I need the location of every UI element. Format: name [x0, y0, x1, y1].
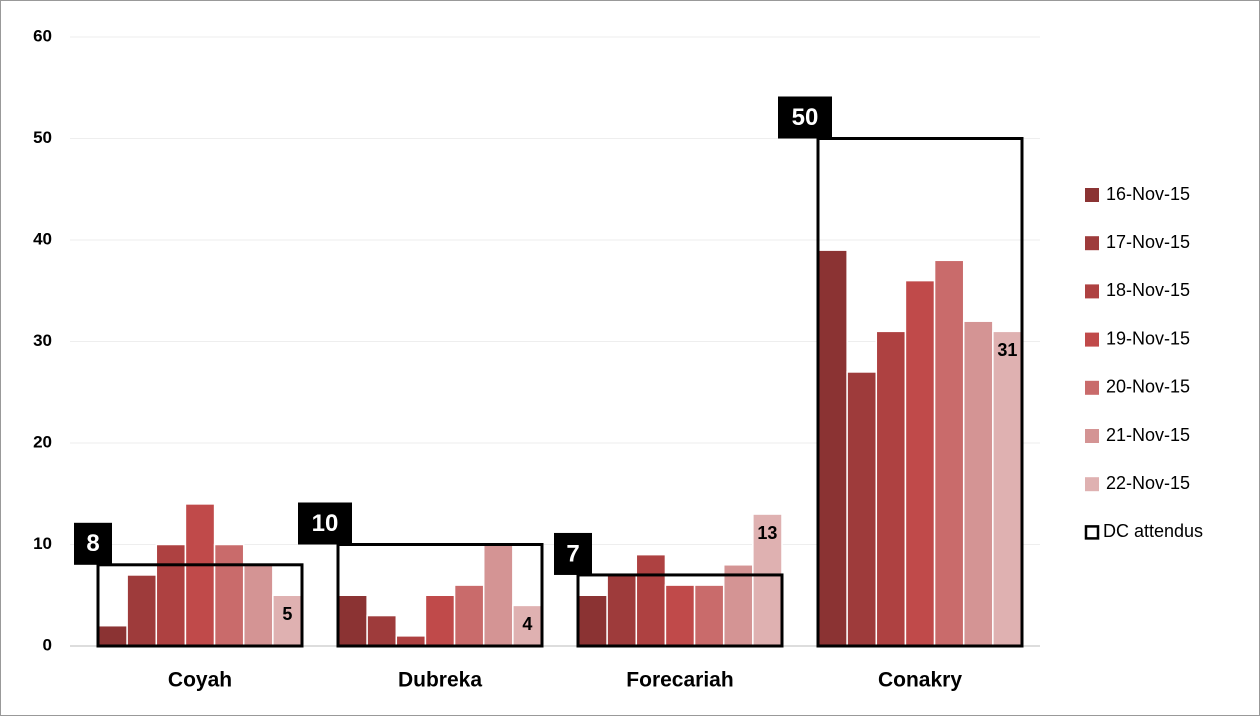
- target-box: [816, 137, 1024, 648]
- bar: [337, 594, 368, 647]
- y-tick-label: 0: [43, 635, 52, 654]
- x-tick-label: Coyah: [168, 669, 232, 692]
- data-label: 4: [522, 614, 532, 634]
- y-tick-label: 10: [33, 534, 52, 553]
- data-label: 8: [86, 530, 99, 557]
- data-label-bg: [554, 532, 592, 575]
- bar: [577, 594, 608, 647]
- x-tick-label: Forecariah: [626, 669, 733, 692]
- target-box: [336, 543, 544, 648]
- data-label-bg: [298, 502, 352, 545]
- bar: [722, 564, 754, 647]
- bar: [395, 635, 427, 647]
- target-box: [96, 563, 304, 648]
- legend-swatch: [1085, 284, 1099, 299]
- bar: [846, 371, 878, 647]
- data-label: 7: [566, 540, 579, 567]
- legend-label: DC attendus: [1103, 521, 1203, 541]
- legend-swatch: [1085, 236, 1099, 251]
- bar: [97, 624, 128, 647]
- bar: [933, 259, 965, 647]
- bar: [155, 543, 187, 647]
- y-tick-label: 40: [33, 229, 52, 248]
- bar: [992, 330, 1023, 647]
- y-tick-label: 30: [33, 331, 52, 350]
- legend-label: 19-Nov-15: [1106, 328, 1190, 348]
- bar: [482, 543, 514, 647]
- x-tick-label: Dubreka: [398, 669, 482, 692]
- legend-swatch: [1085, 380, 1099, 395]
- x-tick-label: Conakry: [878, 669, 962, 692]
- y-tick-label: 60: [33, 26, 52, 45]
- bar: [875, 330, 907, 647]
- bar: [693, 584, 725, 647]
- bar: [184, 503, 216, 647]
- data-label: 13: [757, 523, 777, 543]
- bar: [817, 249, 848, 647]
- y-tick-label: 50: [33, 128, 52, 147]
- legend-label: 18-Nov-15: [1106, 280, 1190, 300]
- bar: [366, 614, 398, 647]
- data-label: 50: [792, 104, 819, 131]
- bar: [606, 574, 638, 647]
- legend-swatch: [1084, 525, 1100, 540]
- bar: [213, 543, 245, 647]
- bar: [904, 279, 936, 647]
- data-label: 5: [282, 604, 292, 624]
- legend-label: 17-Nov-15: [1106, 232, 1190, 252]
- y-tick-label: 20: [33, 432, 52, 451]
- bar: [453, 584, 485, 647]
- legend-swatch: [1085, 477, 1099, 492]
- legend-label: 22-Nov-15: [1106, 473, 1190, 493]
- legend-swatch: [1085, 332, 1099, 347]
- bar: [242, 564, 274, 647]
- data-label: 10: [312, 510, 339, 537]
- data-label: 31: [997, 340, 1017, 360]
- legend-swatch: [1085, 429, 1099, 443]
- bar: [962, 320, 994, 647]
- data-label-bg: [778, 96, 832, 139]
- bar: [272, 594, 303, 647]
- legend-label: 16-Nov-15: [1106, 184, 1190, 204]
- legend-label: 20-Nov-15: [1106, 377, 1190, 397]
- bar: [126, 574, 158, 647]
- legend-swatch: [1085, 188, 1099, 202]
- legend-label: 21-Nov-15: [1106, 425, 1190, 445]
- target-box: [576, 573, 784, 648]
- data-label-bg: [74, 522, 112, 565]
- bar: [424, 594, 456, 647]
- bar: [635, 553, 667, 647]
- bar: [664, 584, 696, 647]
